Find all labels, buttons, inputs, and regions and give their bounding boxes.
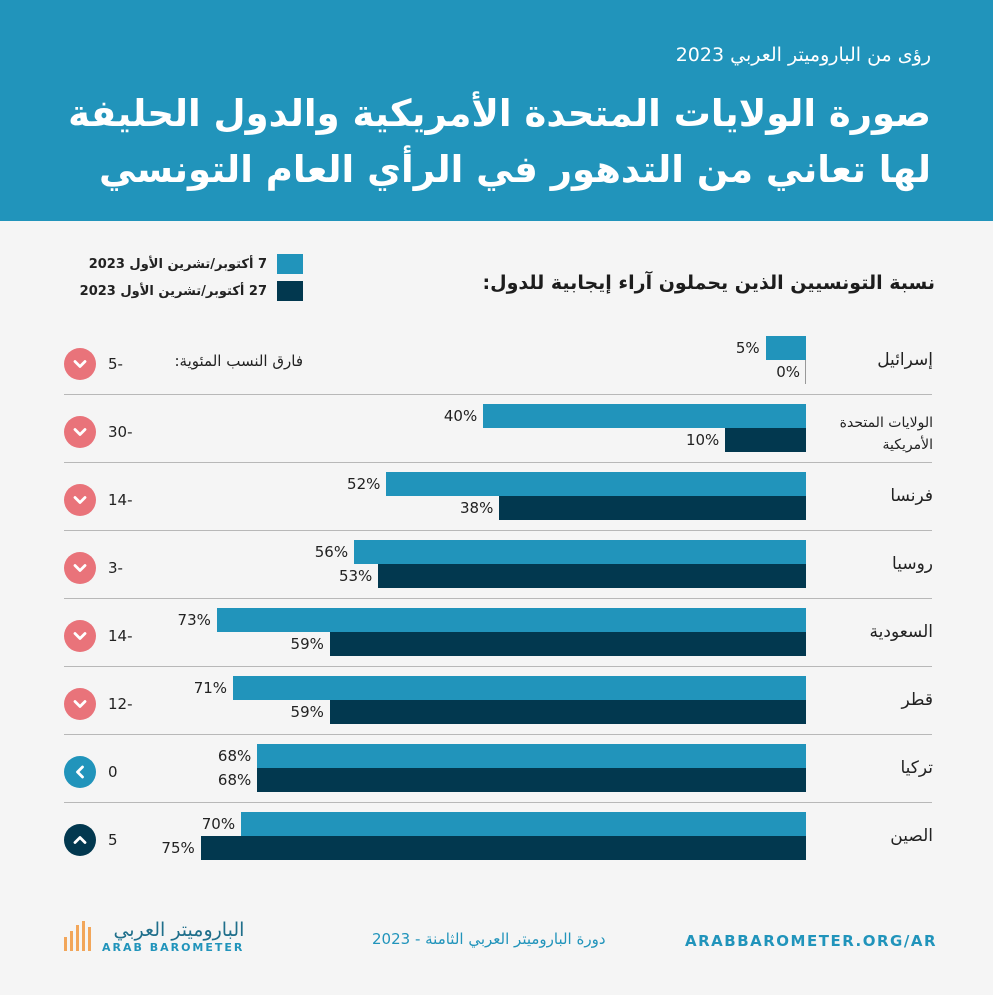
difference-indicator: 30-	[64, 416, 133, 448]
legend-item-before: 7 أكتوبر/تشرين الأول 2023	[89, 254, 303, 274]
bar-value-label-after: 59%	[290, 703, 324, 721]
difference-indicator: 3-	[64, 552, 123, 584]
difference-indicator: 14-	[64, 484, 133, 516]
row-separator	[64, 734, 932, 735]
bar-before	[216, 608, 806, 632]
bar-value-label-before: 71%	[193, 679, 228, 697]
chevron-down-icon	[64, 620, 96, 652]
footer-wave-label: دورة الباروميتر العربي الثامنة - 2023	[372, 930, 606, 948]
bar-value-label-before: 70%	[201, 815, 236, 833]
bar-after	[257, 768, 806, 792]
row-separator	[64, 394, 932, 395]
difference-indicator: 5	[64, 824, 118, 856]
legend-swatch-before	[277, 254, 303, 274]
bar-value-label-before: 56%	[314, 543, 349, 561]
bar-value-label-before: 68%	[217, 747, 252, 765]
chevron-down-icon	[64, 688, 96, 720]
chevron-down-icon	[64, 416, 96, 448]
chart-title: نسبة التونسيين الذين يحملون آراء إيجابية…	[482, 272, 935, 294]
bar-value-label-after: 59%	[290, 635, 324, 653]
country-label: قطر	[901, 690, 933, 710]
difference-indicator: 12-	[64, 688, 133, 720]
bar-after	[378, 564, 806, 588]
bar-before	[233, 676, 806, 700]
difference-value: 3-	[108, 559, 123, 577]
bar-value-label-before: 5%	[735, 339, 760, 357]
bar-value-label-before: 52%	[347, 475, 381, 493]
logo-bars-icon	[64, 921, 94, 951]
chevron-up-icon	[64, 824, 96, 856]
bar-value-label-after: 0%	[776, 363, 800, 381]
arab-barometer-logo: الباروميتر العربي ARAB BAROMETER	[64, 916, 244, 956]
header-banner: رؤى من الباروميتر العربي 2023 صورة الولا…	[0, 0, 993, 221]
country-label: إسرائيل	[877, 350, 933, 370]
difference-value: 30-	[108, 423, 133, 441]
bar-before	[354, 540, 806, 564]
legend-item-after: 27 أكتوبر/تشرين الأول 2023	[80, 281, 303, 301]
row-separator	[64, 666, 932, 667]
bar-value-label-after: 75%	[161, 839, 195, 857]
difference-indicator: 0	[64, 756, 118, 788]
header-subtitle: رؤى من الباروميتر العربي 2023	[675, 44, 931, 66]
chevron-down-icon	[64, 552, 96, 584]
difference-value: 0	[108, 763, 118, 781]
chevron-left-icon	[64, 756, 96, 788]
bar-before	[765, 336, 806, 360]
difference-indicator: 14-	[64, 620, 133, 652]
country-label: فرنسا	[890, 486, 933, 506]
bar-value-label-before: 40%	[443, 407, 478, 425]
bar-value-label-after: 10%	[685, 431, 720, 449]
bar-value-label-after: 68%	[217, 771, 252, 789]
country-label: السعودية	[869, 622, 933, 642]
page-title: صورة الولايات المتحدة الأمريكية والدول ا…	[68, 92, 931, 191]
bar-after	[200, 836, 806, 860]
difference-value: 5-	[108, 355, 123, 373]
row-separator	[64, 802, 932, 803]
bar-value-label-after: 53%	[338, 567, 373, 585]
chevron-down-icon	[64, 348, 96, 380]
legend-label-before: 7 أكتوبر/تشرين الأول 2023	[88, 256, 267, 272]
country-label: الصين	[890, 826, 933, 846]
difference-caption: فارق النسب المئوية:	[174, 352, 304, 370]
difference-value: 14-	[108, 627, 133, 645]
country-label: الولايات المتحدة الأمريكية	[839, 415, 933, 453]
legend-label-after: 27 أكتوبر/تشرين الأول 2023	[79, 283, 267, 299]
country-label: تركيا	[900, 758, 933, 778]
bar-after	[329, 700, 806, 724]
row-separator	[64, 462, 932, 463]
bar-before	[483, 404, 806, 428]
row-separator	[64, 530, 932, 531]
bar-after	[725, 428, 806, 452]
difference-value: 14-	[108, 491, 133, 509]
difference-value: 5	[108, 831, 118, 849]
logo-text-arabic: الباروميتر العربي	[113, 918, 245, 941]
bar-before	[257, 744, 806, 768]
bar-after	[329, 632, 806, 656]
bar-before	[241, 812, 806, 836]
chevron-down-icon	[64, 484, 96, 516]
difference-value: 12-	[108, 695, 133, 713]
legend-swatch-after	[277, 281, 303, 301]
footer-url-link[interactable]: ARABBAROMETER.ORG/AR	[685, 932, 937, 950]
country-label: روسيا	[892, 554, 933, 574]
row-separator	[64, 598, 932, 599]
difference-indicator: 5-	[64, 348, 123, 380]
bar-value-label-after: 38%	[460, 499, 494, 517]
bar-before	[386, 472, 806, 496]
logo-text-english: ARAB BAROMETER	[102, 940, 245, 954]
bar-after	[499, 496, 806, 520]
bar-after	[805, 360, 806, 384]
bar-value-label-before: 73%	[177, 611, 211, 629]
